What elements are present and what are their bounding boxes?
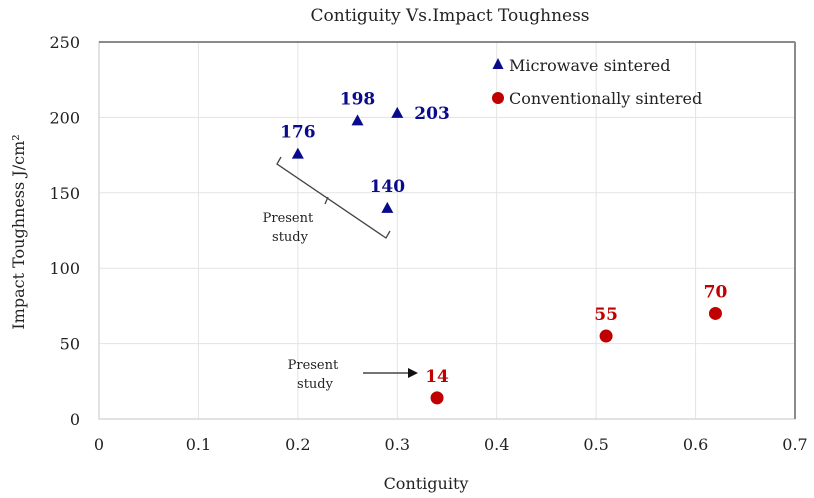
- y-tick-label: 200: [49, 108, 80, 127]
- triangle-point: [381, 201, 394, 213]
- triangle-point: [351, 114, 364, 126]
- annotation-line-2: study: [297, 377, 334, 392]
- x-tick-label: 0.5: [583, 435, 608, 454]
- data-label: 203: [414, 104, 450, 124]
- data-label: 70: [704, 282, 728, 302]
- data-label: 140: [370, 177, 406, 197]
- y-tick-labels: 0 50 100 150 200 250: [49, 33, 80, 429]
- annotation-arrow: [363, 368, 418, 378]
- x-tick-label: 0: [94, 435, 104, 454]
- gridlines: [99, 42, 795, 419]
- data-labels: 176 198 203 140 14 55 70: [280, 89, 727, 386]
- x-tick-label: 0.1: [186, 435, 211, 454]
- y-tick-label: 0: [70, 410, 80, 429]
- y-tick-label: 150: [49, 184, 80, 203]
- data-label: 55: [594, 305, 618, 325]
- x-tick-label: 0.2: [285, 435, 310, 454]
- annotation-bracket: [276, 156, 391, 239]
- circle-point: [708, 306, 722, 320]
- circle-point: [599, 329, 613, 343]
- data-label: 176: [280, 123, 316, 143]
- triangle-point: [391, 106, 404, 118]
- y-axis-label: Impact Toughness J/cm²: [9, 134, 28, 329]
- legend-item-microwave[interactable]: Microwave sintered: [492, 56, 671, 75]
- chart-title: Contiguity Vs.Impact Toughness: [310, 6, 589, 26]
- triangle-marker-icon: [492, 58, 504, 69]
- legend: Microwave sintered Conventionally sinter…: [492, 56, 702, 108]
- annotation-line-2: study: [272, 230, 309, 245]
- bracket-tick: [324, 196, 329, 205]
- x-tick-label: 0.7: [782, 435, 807, 454]
- triangle-point: [291, 147, 304, 159]
- legend-label-conventional: Conventionally sintered: [509, 89, 702, 108]
- legend-item-conventional[interactable]: Conventionally sintered: [492, 89, 702, 108]
- circle-point: [430, 391, 444, 405]
- y-tick-label: 100: [49, 259, 80, 278]
- x-tick-label: 0.4: [484, 435, 509, 454]
- bracket-line: [276, 156, 391, 239]
- annotation-line-1: Present: [288, 358, 339, 373]
- legend-label-microwave: Microwave sintered: [509, 56, 670, 75]
- x-axis-label: Contiguity: [384, 474, 469, 493]
- x-tick-label: 0.3: [385, 435, 410, 454]
- y-tick-label: 250: [49, 33, 80, 52]
- y-tick-label: 50: [60, 335, 80, 354]
- data-label: 198: [340, 89, 376, 109]
- annotation-present-study-2: Present study: [288, 358, 343, 392]
- annotation-line-1: Present: [263, 211, 314, 226]
- data-label: 14: [425, 367, 449, 387]
- x-tick-label: 0.6: [683, 435, 708, 454]
- annotation-present-study-1: Present study: [263, 211, 318, 245]
- arrow-head-icon: [408, 368, 418, 378]
- x-tick-labels: 0 0.1 0.2 0.3 0.4 0.5 0.6 0.7: [94, 435, 808, 454]
- data-points: [291, 106, 722, 405]
- circle-marker-icon: [492, 92, 504, 104]
